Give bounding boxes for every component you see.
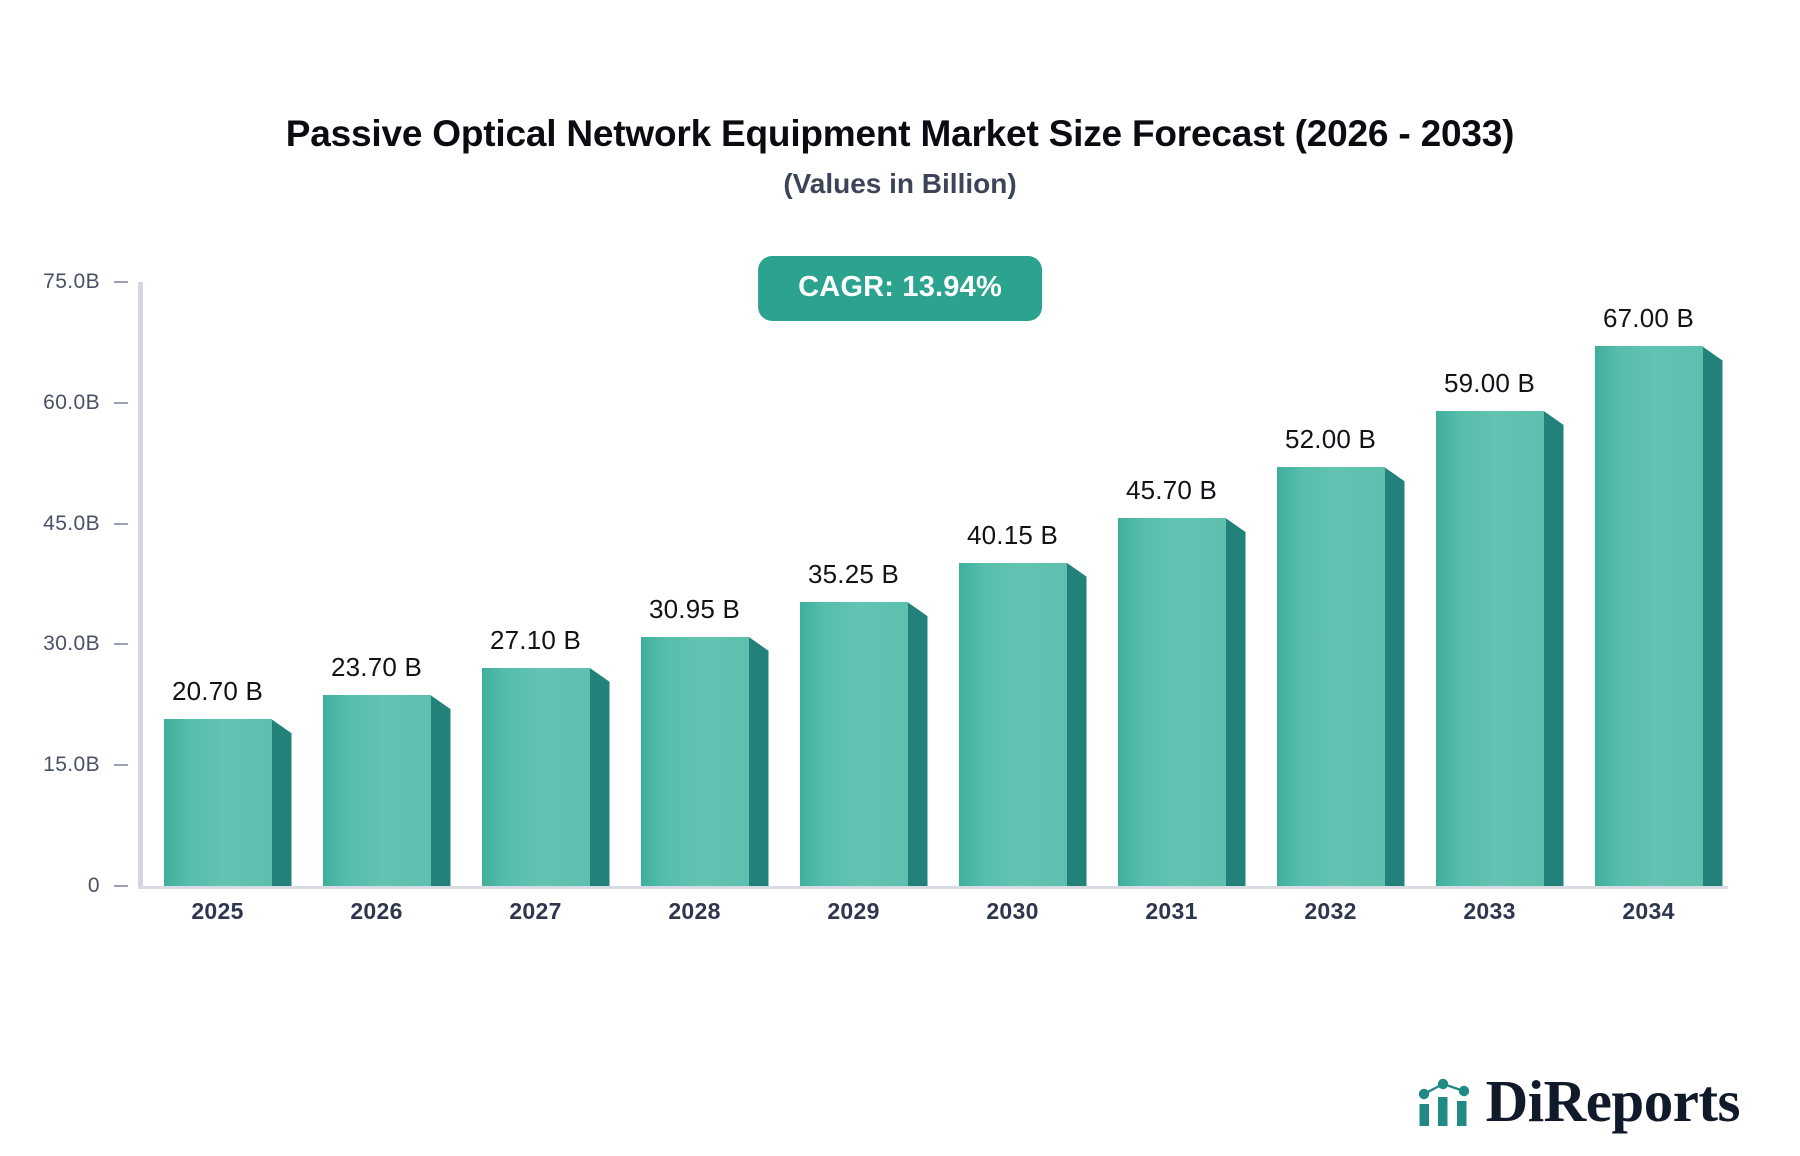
direports-logo: DiReports [1416, 1068, 1741, 1134]
bar-value-label: 23.70 B [330, 652, 423, 683]
bar-body [163, 719, 292, 886]
bar[interactable]: 20.70 B [163, 676, 292, 886]
y-axis-tick-mark [114, 401, 128, 404]
bar-body [481, 667, 610, 886]
y-axis-tick-mark [114, 885, 128, 887]
bar-value-label: 52.00 B [1284, 424, 1377, 455]
bar-body [1117, 517, 1246, 886]
y-axis-tick-label: 60.0B [43, 390, 100, 414]
bar-side-face [430, 695, 451, 886]
bar-value-label: 35.25 B [807, 559, 900, 590]
bar-side-face [271, 719, 292, 886]
bar-body [1276, 467, 1405, 886]
bar-value-label: 27.10 B [489, 624, 582, 655]
x-axis-line [138, 886, 1728, 889]
bar[interactable]: 40.15 B [958, 520, 1087, 886]
y-axis-tick-label: 30.0B [43, 632, 100, 656]
cagr-badge: CAGR: 13.94% [758, 256, 1042, 321]
bar-front-face [1594, 346, 1703, 886]
bar-body [640, 636, 769, 886]
bar-value-label: 67.00 B [1602, 303, 1695, 334]
bar[interactable]: 45.70 B [1117, 475, 1246, 886]
bar-body [799, 602, 928, 886]
y-axis-tick-mark [114, 764, 128, 767]
bar-front-face [163, 719, 272, 886]
bar-value-label: 45.70 B [1125, 474, 1218, 505]
bar-side-face [1384, 467, 1405, 886]
y-axis-tick-label: 15.0B [43, 753, 100, 777]
bar-value-label: 30.95 B [648, 593, 741, 624]
x-axis-label: 2032 [1304, 898, 1357, 924]
plot-area: 0 15.0B 30.0B 45.0B 60.0B 75.0B 20.70 B 23.70 … [43, 270, 1728, 898]
bar-body [322, 695, 451, 886]
page-title: Passive Optical Network Equipment Market… [285, 113, 1515, 154]
bar-side-face [1225, 517, 1246, 886]
bar-side-face [1543, 410, 1564, 886]
x-axis-label: 2025 [191, 898, 244, 924]
y-axis-tick-mark [114, 522, 128, 525]
bar-side-face [907, 602, 928, 886]
bar-front-face [640, 636, 749, 886]
bar-value-label: 59.00 B [1443, 367, 1536, 398]
bar-body [1435, 410, 1564, 886]
x-axis-label: 2026 [350, 898, 403, 924]
bar-front-face [958, 562, 1067, 886]
bar-side-face [1702, 346, 1723, 886]
bar-side-face [748, 636, 769, 886]
y-axis-tick-label: 0 [87, 874, 100, 897]
bar-body [1594, 346, 1723, 886]
y-axis-line [138, 282, 143, 886]
bar-front-face [799, 602, 908, 886]
bar[interactable]: 23.70 B [322, 652, 451, 886]
bar-front-face [1435, 410, 1544, 886]
x-axis-label: 2033 [1463, 898, 1516, 924]
logo-wordmark: DiReports [1485, 1068, 1741, 1134]
x-axis-label: 2031 [1145, 898, 1198, 924]
x-axis-label: 2030 [986, 898, 1039, 924]
bar[interactable]: 35.25 B [799, 559, 928, 886]
bar-side-face [589, 667, 610, 886]
y-axis-tick-mark [114, 281, 128, 283]
y-axis-tick-mark [114, 643, 128, 646]
x-axis-label: 2027 [509, 898, 562, 924]
x-axis-label: 2028 [668, 898, 721, 924]
bar-side-face [1066, 562, 1087, 886]
bar-value-label: 20.70 B [171, 676, 264, 707]
x-axis-label: 2029 [827, 898, 880, 924]
bar[interactable]: 67.00 B [1594, 303, 1723, 886]
bar[interactable]: 27.10 B [481, 625, 610, 886]
bar-front-face [322, 695, 431, 886]
x-axis-labels: 2025 2026 2027 2028 2029 2030 2031 2032 2033 2034 [138, 898, 1728, 938]
y-axis-tick-label: 75.0B [43, 270, 100, 293]
bar[interactable]: 30.95 B [640, 594, 769, 886]
bar-body [958, 562, 1087, 886]
bar-front-face [1276, 467, 1385, 886]
bar[interactable]: 52.00 B [1276, 424, 1405, 886]
bar-series: 20.70 B 23.70 B 27.10 B 30.95 B 35.25 B 40.15… [138, 282, 1728, 886]
bar-front-face [481, 667, 590, 886]
chart-subtitle: (Values in Billion) [783, 168, 1017, 199]
bar[interactable]: 59.00 B [1435, 368, 1564, 886]
x-axis-label: 2034 [1622, 898, 1675, 924]
bar-value-label: 40.15 B [966, 519, 1059, 550]
bar-chart-logo-icon [1418, 1078, 1469, 1126]
y-axis-tick-label: 45.0B [43, 511, 100, 535]
bar-front-face [1117, 517, 1226, 886]
